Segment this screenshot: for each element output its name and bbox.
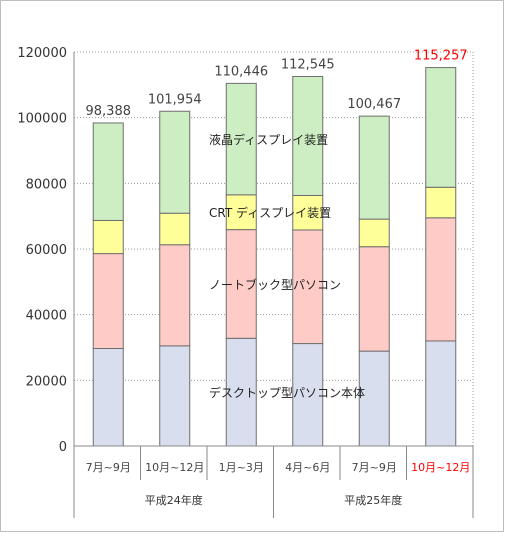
category-label: 10月~12月 [145,461,204,474]
total-label: 100,467 [347,97,401,112]
bar-segment [92,347,124,447]
bar-segment [225,82,257,196]
bar-segment [225,229,257,339]
grid-lines [74,51,474,446]
y-tick-label: 0 [59,440,67,455]
x-axis: 7月~9月 10月~12月 1月~3月 4月~6月 7月~9月 10月~12月平成24年度… [73,445,474,518]
bar-segment [425,67,457,188]
bar-segment [225,337,257,447]
bar-segment [92,253,124,349]
bar-segment [358,246,390,352]
total-label: 101,954 [148,92,202,107]
series-label: 液晶ディスプレイ装置 [209,132,328,147]
bar-segment [92,122,124,221]
series-label: デスクトップ型パソコン本体 [209,385,365,400]
bar-segment [358,115,390,220]
bar-segment [92,219,124,255]
bar-segment [159,212,191,246]
bar-segment [425,217,457,342]
y-tick-label: 20000 [26,374,67,389]
y-tick-label: 120000 [17,46,67,61]
group-label: 平成24年度 [145,493,203,507]
category-label: 1月~3月 [219,461,264,474]
bar-segment [292,229,324,345]
bar-segment [292,194,324,231]
y-tick-label: 100000 [17,112,67,127]
group-label: 平成25年度 [344,493,402,507]
bar-segment [425,340,457,447]
bar-segment [425,186,457,219]
total-label: 112,545 [281,57,335,72]
bars [92,67,457,447]
series-label: CRT ディスプレイ装置 [209,205,331,220]
total-label: 98,388 [86,104,132,119]
category-label: 7月~9月 [352,461,397,474]
y-axis: 0 20000 40000 60000 80000 100000 120000 [17,46,75,455]
bar-segment [159,244,191,347]
category-label: 7月~9月 [86,461,131,474]
bar-segment [159,110,191,214]
y-tick-label: 60000 [26,243,67,258]
bar-segment [159,345,191,447]
bar-segment [292,343,324,447]
bar-segment [358,218,390,248]
y-tick-label: 80000 [26,177,67,192]
category-label: 4月~6月 [285,461,330,474]
series-label: ノートブック型パソコン [209,277,341,292]
y-tick-label: 40000 [26,309,67,324]
category-label: 10月~12月 [411,461,470,474]
total-label: 110,446 [214,64,268,79]
total-label: 115,257 [414,49,468,64]
bar-segment [292,75,324,196]
total-labels: 98,388 101,954 110,446 112,545 100,467 115,25… [86,49,468,119]
